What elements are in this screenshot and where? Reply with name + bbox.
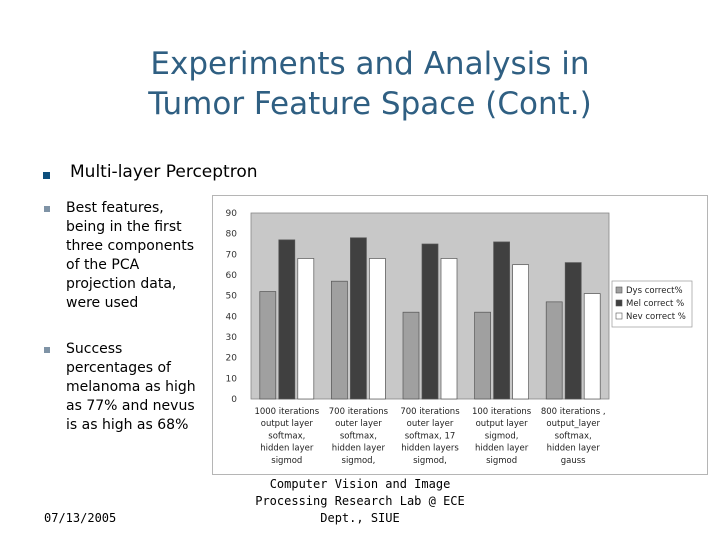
x-category-label: softmax, — [555, 431, 592, 441]
x-category-label: 800 iterations , — [541, 407, 606, 417]
square-bullet-icon — [43, 172, 50, 179]
bar-nev — [297, 258, 315, 400]
bar-chart: 0 10 20 30 40 50 60 70 80 90 1000 iterations output… — [212, 195, 708, 475]
bar-nev — [512, 264, 529, 400]
x-category-label: 700 iterations — [400, 407, 460, 417]
bar-dys — [402, 311, 420, 400]
legend-swatch — [615, 299, 623, 307]
x-category-label: softmax, 17 — [405, 431, 456, 441]
legend-box — [611, 280, 693, 328]
text-line: being in the first — [66, 219, 182, 235]
y-tick-label: 60 — [226, 271, 238, 281]
footer-line: Computer Vision and Image — [269, 477, 451, 491]
y-tick-label: 90 — [226, 209, 238, 219]
x-category-label: softmax, — [268, 431, 305, 441]
x-category-label: hidden layer — [332, 444, 386, 454]
bar-dys — [545, 301, 563, 400]
y-tick-label: 40 — [226, 312, 238, 322]
x-category-label: 700 iterations — [329, 407, 389, 417]
x-category-label: sigmod, — [413, 456, 447, 466]
x-category-label: hidden layers — [401, 444, 459, 454]
text-line: melanoma as high — [66, 379, 196, 395]
text-line: were used — [66, 295, 139, 311]
text-line: of the PCA — [66, 257, 140, 273]
x-category-label: softmax, — [340, 431, 377, 441]
x-category-label: sigmod — [271, 456, 302, 466]
bar-mel — [278, 239, 296, 400]
chart-svg: 0 10 20 30 40 50 60 70 80 90 1000 iterations output… — [212, 195, 708, 475]
y-tick-label: 80 — [226, 230, 238, 240]
text-line: projection data, — [66, 276, 177, 292]
y-tick-label: 50 — [226, 292, 238, 302]
square-bullet-icon — [44, 347, 50, 353]
bar-nev — [369, 258, 386, 400]
footer-line: Dept., SIUE — [320, 511, 400, 525]
x-category-label: sigmod, — [485, 431, 519, 441]
y-tick-label: 20 — [226, 354, 238, 364]
text-line: is as high as 68% — [66, 417, 189, 433]
y-tick-label: 10 — [226, 374, 238, 384]
y-tick-label: 70 — [226, 250, 238, 260]
x-category-label: sigmod — [486, 456, 517, 466]
bar-dys — [474, 311, 491, 400]
x-category-label: 1000 iterations — [254, 407, 319, 417]
x-category-label: 100 iterations — [472, 407, 532, 417]
legend-swatch — [615, 312, 623, 320]
x-category-label: outer layer — [335, 419, 382, 429]
footer-lab: Computer Vision and Image Processing Res… — [250, 476, 470, 527]
bar-dys — [259, 291, 277, 400]
text-line: percentages of — [66, 360, 171, 376]
sub-bullet-text: Best features, being in the first three … — [66, 199, 206, 313]
x-category-label: sigmod, — [342, 456, 376, 466]
title-line-2: Tumor Feature Space (Cont.) — [148, 86, 592, 122]
bar-dys — [331, 280, 348, 400]
x-category-label: hidden layer — [547, 444, 601, 454]
bar-nev — [583, 293, 601, 400]
sub-bullet-text: Success percentages of melanoma as high … — [66, 340, 206, 435]
y-tick-label: 30 — [226, 333, 238, 343]
y-tick-label: 0 — [231, 395, 237, 405]
square-bullet-icon — [44, 206, 50, 212]
legend-label: Mel correct % — [626, 299, 684, 309]
slide-title: Experiments and Analysis in Tumor Featur… — [80, 44, 660, 124]
text-line: as 77% and nevus — [66, 398, 195, 414]
x-category-label: output layer — [476, 419, 529, 429]
text-line: Best features, — [66, 200, 164, 216]
title-line-1: Experiments and Analysis in — [150, 46, 590, 82]
x-category-label: output_layer — [546, 419, 600, 429]
legend-swatch — [615, 286, 623, 294]
bar-mel — [350, 237, 367, 400]
x-category-label: output layer — [261, 419, 314, 429]
text-line: Success — [66, 341, 123, 357]
footer-line: Processing Research Lab @ ECE — [255, 494, 465, 508]
legend-label: Dys correct% — [626, 286, 683, 296]
x-category-label: hidden layer — [260, 444, 314, 454]
footer-date: 07/13/2005 — [44, 511, 117, 525]
text-line: three components — [66, 238, 194, 254]
x-category-label: outer layer — [407, 419, 454, 429]
bar-nev — [440, 258, 458, 400]
main-bullet-text: Multi-layer Perceptron — [70, 162, 258, 182]
x-category-label: gauss — [561, 456, 586, 466]
legend-label: Nev correct % — [626, 312, 686, 322]
x-category-label: hidden layer — [475, 444, 529, 454]
bar-mel — [564, 262, 582, 400]
bar-mel — [493, 241, 510, 400]
legend: Dys correct% Mel correct % Nev correct % — [611, 280, 693, 328]
bar-mel — [421, 243, 439, 400]
